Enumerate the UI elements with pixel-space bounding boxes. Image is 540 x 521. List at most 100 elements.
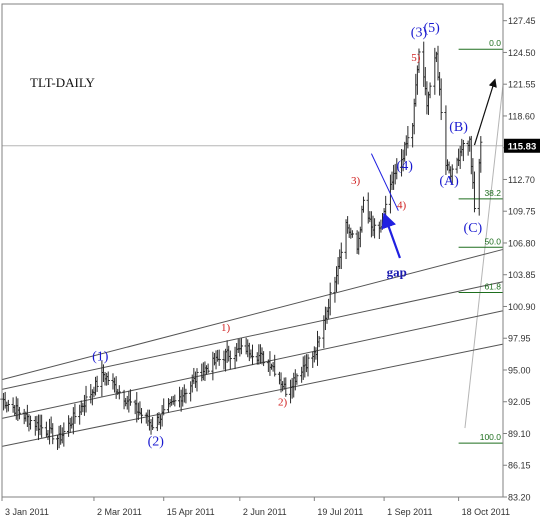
fib-label-100.0: 100.0 [480,432,502,442]
y-tick-label: 109.75 [508,207,536,217]
fib-label-50.0: 50.0 [484,236,501,246]
y-tick-label: 83.20 [508,493,531,503]
price-bar [284,377,288,397]
price-bars [0,41,483,450]
price-bar [317,335,321,348]
y-tick-label: 100.90 [508,302,536,312]
wave-label: (1) [92,349,109,364]
price-bar [184,388,188,404]
x-tick-label: 19 Jul 2011 [317,507,363,517]
x-tick-label: 15 Apr 2011 [167,507,215,517]
price-bar [73,403,77,424]
trendlines [1,248,504,447]
plot-frame [1,3,504,498]
fibonacci-levels: 0.0 38.2 50.0 61.8 100.0 [458,38,503,444]
price-bar [417,48,421,73]
y-tick-label: 124.50 [508,48,536,58]
y-tick-label: 103.85 [508,270,536,280]
y-tick-label: 95.00 [508,365,531,375]
price-bar [295,373,299,385]
price-bar [372,218,377,239]
price-bar [479,136,483,173]
wave-label: 4) [397,200,407,212]
price-bar [361,196,366,213]
fib-label-0.0: 0.0 [489,38,501,48]
price-bar [139,408,144,424]
price-bar [239,338,244,355]
price-bar [173,394,177,407]
price-bar [6,399,10,412]
price-bar [384,195,388,216]
price-bar [472,171,477,213]
price-bar [350,230,354,238]
price-bar [406,125,410,149]
y-tick-label: 112.70 [508,175,535,185]
price-bar [162,398,166,416]
price-bar [95,375,99,392]
price-bar [439,78,443,121]
fib-label-61.8: 61.8 [484,281,501,291]
wave-label: (3) [411,25,428,40]
price-bar [395,158,399,180]
y-tick-label: 89.10 [508,429,531,439]
wave-labels: (1) (2) 1) 2) 3) 4) (3) 5) (5) (4) (A) (B) (C) gap [92,21,482,449]
price-bar [250,344,255,365]
trendline-2 [1,281,504,390]
reference-line-1 [464,84,504,429]
trendline-4 [1,343,504,447]
price-bar [450,164,454,185]
wave-label: (5) [423,21,440,36]
price-bar [84,385,88,413]
price-bar [28,415,33,430]
wave-label: 3) [351,175,361,187]
x-tick-label: 1 Sep 2011 [387,507,432,517]
x-tick-label: 2 Mar 2011 [97,507,142,517]
y-tick-label: 97.95 [508,334,531,344]
wave-label: 2) [278,397,288,409]
wave-label: (2) [148,434,165,449]
price-bar [151,416,155,430]
price-bar [261,351,266,367]
chart-title: TLT-DAILY [30,75,96,90]
y-tick-label: 106.80 [508,238,536,248]
price-bar [461,139,465,162]
price-bar [106,371,110,386]
price-bar [328,282,332,316]
price-bar [62,422,66,447]
wave-label: (4) [397,159,414,174]
y-tick-label: 127.45 [508,16,536,26]
wave-label: (A) [439,174,459,189]
x-tick-label: 3 Jan 2011 [5,507,49,517]
gap-marker-line [370,153,399,211]
arrows [370,78,497,259]
price-bar [195,368,199,392]
wave-label: 1) [221,322,231,334]
y-tick-label: 86.15 [508,461,531,471]
gap-label: gap [387,264,407,279]
last-price-label: 115.83 [508,141,537,152]
axes: 127.45124.50121.55118.60115.65112.70109.… [1,3,540,517]
price-bar [40,414,44,438]
wave-label: (B) [449,120,468,135]
price-bar [428,82,432,99]
price-bar [206,363,210,374]
y-tick-label: 92.05 [508,397,531,407]
trendline-1 [1,248,504,381]
x-tick-label: 18 Oct 2011 [462,507,510,517]
wave-label: (C) [464,221,483,236]
price-bar [117,385,121,400]
price-bar [217,349,221,366]
price-bar [128,389,133,406]
reference-lines [2,84,504,429]
price-bar [306,354,310,377]
y-tick-label: 118.60 [508,111,535,121]
wave-label: 5) [411,52,421,64]
x-tick-label: 2 Jun 2011 [243,507,287,517]
price-bar [17,406,22,420]
projection-arrow [473,78,497,146]
price-bar [273,354,277,377]
price-bar [339,242,343,270]
